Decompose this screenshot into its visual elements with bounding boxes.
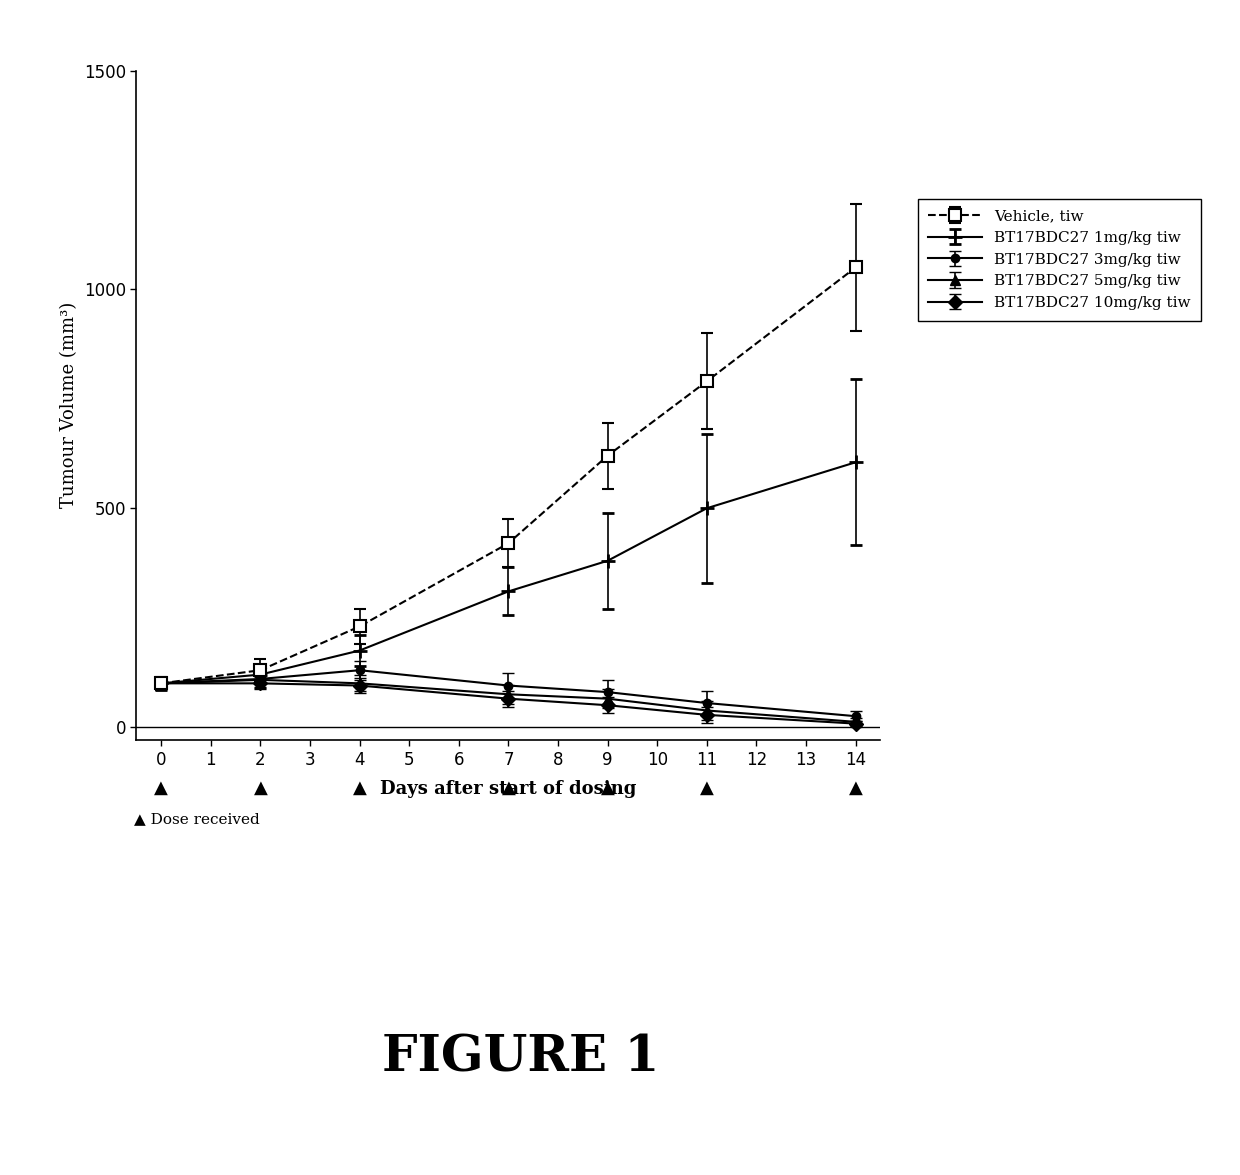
X-axis label: Days after start of dosing: Days after start of dosing — [381, 780, 636, 798]
Y-axis label: Tumour Volume (mm³): Tumour Volume (mm³) — [61, 302, 78, 509]
Text: FIGURE 1: FIGURE 1 — [382, 1033, 660, 1082]
Text: ▲: ▲ — [154, 779, 169, 797]
Text: ▲: ▲ — [501, 779, 516, 797]
Legend: Vehicle, tiw, BT17BDC27 1mg/kg tiw, BT17BDC27 3mg/kg tiw, BT17BDC27 5mg/kg tiw, : Vehicle, tiw, BT17BDC27 1mg/kg tiw, BT17… — [918, 199, 1202, 321]
Text: ▲: ▲ — [352, 779, 367, 797]
Text: ▲: ▲ — [600, 779, 615, 797]
Text: ▲ Dose received: ▲ Dose received — [134, 812, 259, 826]
Text: ▲: ▲ — [253, 779, 268, 797]
Text: ▲: ▲ — [699, 779, 714, 797]
Text: ▲: ▲ — [848, 779, 863, 797]
